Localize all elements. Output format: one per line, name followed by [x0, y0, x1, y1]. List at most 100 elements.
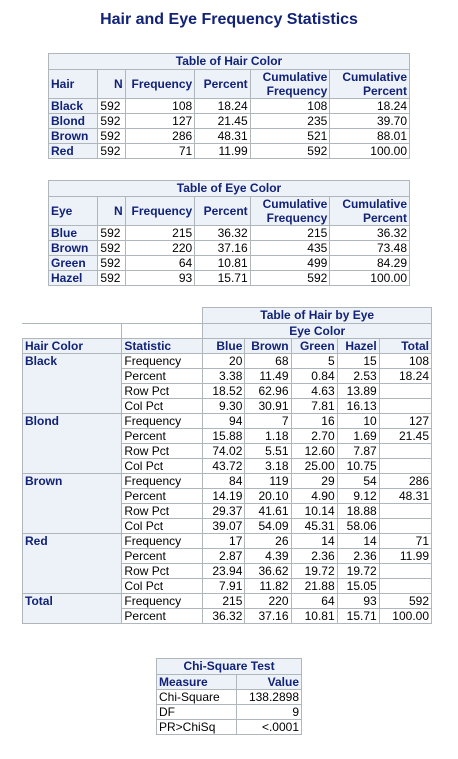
table-cell: 1.69 [336, 428, 380, 444]
cumulative-frequency-line2: Frequency [266, 84, 328, 98]
table-cell: 108 [249, 98, 331, 114]
crosstab-spacer [121, 323, 204, 339]
table-cell: 21.88 [290, 578, 338, 594]
hair-table-caption: Table of Hair Color [48, 53, 410, 70]
table-cell: 9.30 [202, 398, 246, 414]
table-cell: 19.72 [290, 563, 338, 579]
statistic-label: Row Pct [121, 563, 204, 579]
table-cell: 36.32 [329, 225, 410, 241]
table-cell: 10.75 [336, 458, 380, 474]
cumulative-frequency-col-header: Cumulative Frequency [249, 69, 331, 99]
table-cell: 7.91 [202, 578, 246, 594]
cumulative-percent-line1: Cumulative [342, 70, 407, 84]
table-cell: 68 [244, 353, 292, 369]
table-cell: 17 [202, 533, 246, 549]
n-col-header: N [97, 196, 126, 226]
table-cell: 71 [124, 143, 196, 159]
table-cell: 592 [378, 593, 433, 609]
table-cell [378, 443, 433, 459]
table-cell: 15.71 [194, 270, 251, 286]
frequency-col-header: Frequency [124, 196, 196, 226]
table-row: Black Frequency 20 68 5 15 108 [21, 353, 433, 414]
table-cell: 11.49 [244, 368, 292, 384]
table-cell: 2.53 [336, 368, 380, 384]
row-label: Blue [47, 225, 99, 241]
table-cell: 16 [290, 413, 338, 429]
table-cell: 62.96 [244, 383, 292, 399]
table-row: Col Pct 7.91 11.82 21.88 15.05 [23, 578, 433, 594]
eye-table-caption: Table of Eye Color [48, 180, 410, 197]
table-cell: 592 [97, 240, 126, 256]
table-cell: 10.14 [290, 503, 338, 519]
table-cell: 54.09 [244, 518, 292, 534]
table-cell: 4.63 [290, 383, 338, 399]
table-cell: 10.81 [194, 255, 251, 271]
table-cell: 84 [202, 473, 246, 489]
green-col-header: Green [290, 338, 338, 354]
chi-square-body: Chi-Square 138.2898 DF 9 PR>ChiSq <.0001 [155, 689, 302, 735]
brown-col-header: Brown [244, 338, 292, 354]
table-cell: 108 [378, 353, 433, 369]
table-cell: 18.24 [378, 368, 433, 384]
table-cell: 499 [249, 255, 331, 271]
table-cell: 11.99 [378, 548, 433, 564]
table-cell: 39.07 [202, 518, 246, 534]
table-cell: 19.72 [336, 563, 380, 579]
table-row: Percent 2.87 4.39 2.36 2.36 11.99 [23, 548, 433, 564]
table-cell: 127 [378, 413, 433, 429]
table-cell: 18.24 [194, 98, 251, 114]
table-cell: 64 [124, 255, 196, 271]
chi-square-test-table: Chi-Square Test Measure Value Chi-Square… [155, 658, 302, 735]
measure-label: Chi-Square [155, 689, 238, 705]
cumulative-frequency-line2: Frequency [266, 211, 328, 225]
table-row: Row Pct 74.02 5.51 12.60 7.87 [23, 443, 433, 459]
table-cell: 5.51 [244, 443, 292, 459]
statistic-label: Row Pct [121, 383, 204, 399]
table-row: Chi-Square 138.2898 [155, 689, 302, 705]
row-label: Brown [47, 240, 99, 256]
table-cell: 15.88 [202, 428, 246, 444]
table-cell: 20.10 [244, 488, 292, 504]
statistic-label: Percent [121, 368, 204, 384]
table-cell: 0.84 [290, 368, 338, 384]
table-cell: 48.31 [194, 128, 251, 144]
table-cell: 9.12 [336, 488, 380, 504]
table-cell: 592 [97, 255, 126, 271]
row-label: Black [47, 98, 99, 114]
table-cell: 18.88 [336, 503, 380, 519]
table-cell: 100.00 [329, 270, 410, 286]
cumulative-percent-col-header: Cumulative Percent [329, 196, 410, 226]
hair-group-label: Brown [21, 473, 123, 534]
table-cell: 4.39 [244, 548, 292, 564]
frequency-col-header: Frequency [124, 69, 196, 99]
crosstab-caption: Table of Hair by Eye [202, 307, 432, 324]
table-cell: 29.37 [202, 503, 246, 519]
measure-value: <.0001 [236, 719, 302, 735]
cumulative-frequency-col-header: Cumulative Frequency [249, 196, 331, 226]
hair-table-body: Black 592 108 18.24 108 18.24 Blond 592 127 21.45… [47, 98, 410, 159]
table-cell [378, 398, 433, 414]
eye-frequency-table: Table of Eye Color Eye N Frequency Perce… [47, 180, 410, 286]
eye-color-spanning-header: Eye Color [202, 323, 432, 339]
statistic-label: Percent [121, 428, 204, 444]
statistic-label: Percent [121, 608, 204, 624]
table-row: Red Frequency 17 26 14 14 71 [21, 533, 433, 594]
statistic-label: Frequency [121, 413, 204, 429]
statistic-label: Frequency [121, 533, 204, 549]
table-row: DF 9 [155, 704, 302, 720]
statistic-label: Percent [121, 548, 204, 564]
measure-col-header: Measure [155, 674, 238, 690]
table-cell: 592 [97, 128, 126, 144]
table-cell: 108 [124, 98, 196, 114]
table-cell: 23.94 [202, 563, 246, 579]
table-cell: 7.81 [290, 398, 338, 414]
table-cell [378, 458, 433, 474]
table-cell [378, 503, 433, 519]
chi-square-caption: Chi-Square Test [156, 658, 302, 675]
table-cell: 1.18 [244, 428, 292, 444]
table-cell: 119 [244, 473, 292, 489]
statistic-label: Col Pct [121, 518, 204, 534]
cumulative-frequency-line1: Cumulative [262, 197, 328, 211]
table-row: Row Pct 23.94 36.62 19.72 19.72 [23, 563, 433, 579]
table-cell: 64 [290, 593, 338, 609]
